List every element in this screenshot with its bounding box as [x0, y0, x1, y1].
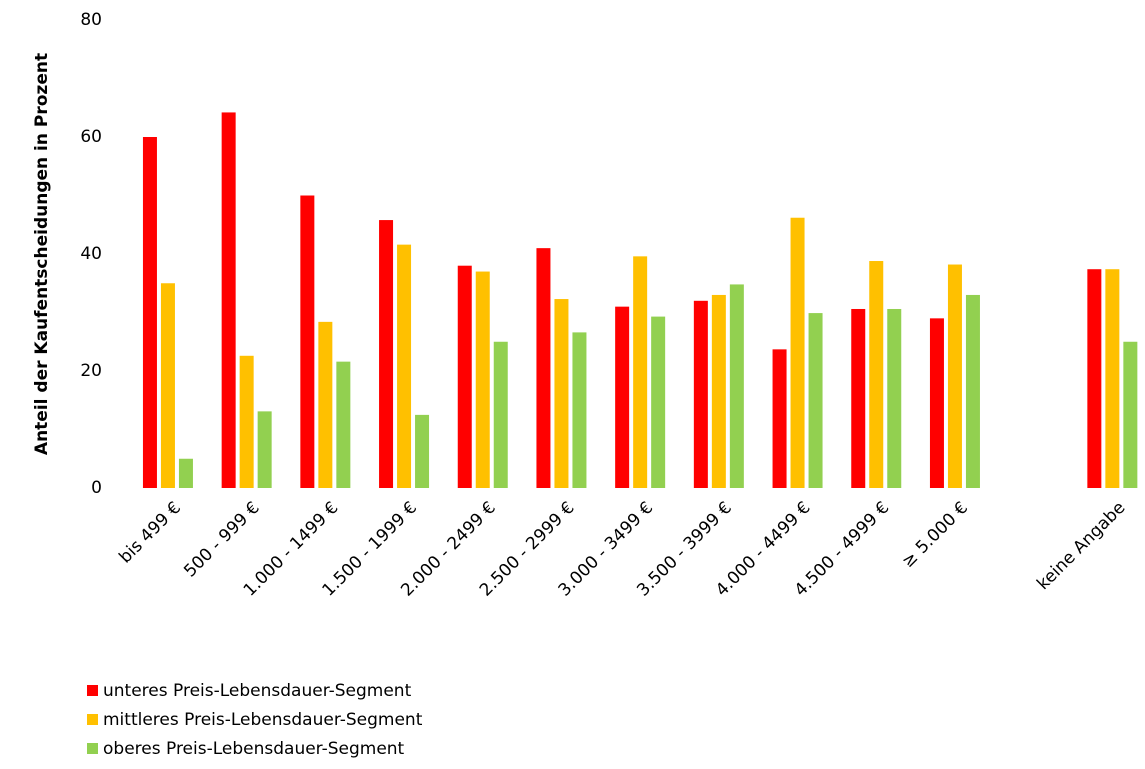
bar: [633, 256, 648, 488]
bar: [397, 244, 412, 488]
bar: [729, 284, 744, 488]
bar: [221, 112, 236, 489]
y-tick-label: 40: [80, 244, 102, 264]
legend-swatch: [87, 685, 98, 696]
x-tick-label: bis 499 €: [115, 498, 185, 568]
bar: [475, 271, 490, 488]
legend-swatch: [87, 743, 98, 754]
bar: [160, 283, 175, 488]
bar: [1087, 269, 1102, 488]
bar: [869, 261, 884, 488]
bar: [711, 294, 726, 488]
bar: [239, 355, 254, 488]
legend-label: oberes Preis-Lebensdauer-Segment: [103, 739, 405, 759]
bar: [887, 308, 902, 488]
bar: [693, 300, 708, 488]
bar: [493, 341, 508, 488]
y-tick-label: 60: [80, 127, 102, 147]
bar: [572, 332, 587, 488]
bar: [178, 458, 193, 488]
legend-label: mittleres Preis-Lebensdauer-Segment: [103, 710, 423, 730]
bar: [457, 265, 472, 488]
bar: [379, 220, 394, 488]
y-axis-label: Anteil der Kaufentscheidungen in Prozent: [32, 53, 52, 455]
bar: [772, 349, 787, 488]
bar: [1123, 341, 1138, 488]
bar: [808, 313, 823, 488]
bar: [554, 299, 569, 488]
bar: [790, 217, 805, 489]
bar: [851, 308, 866, 488]
bar: [257, 411, 272, 488]
bar: [615, 306, 630, 488]
y-tick-label: 80: [80, 10, 102, 30]
bar: [536, 248, 551, 488]
bar: [142, 137, 157, 488]
bar: [336, 361, 351, 488]
bar: [415, 414, 430, 488]
y-tick-label: 20: [80, 361, 102, 381]
bar: [300, 195, 315, 488]
bar: [1105, 269, 1120, 488]
legend-label: unteres Preis-Lebensdauer-Segment: [103, 681, 412, 701]
legend-swatch: [87, 714, 98, 725]
bar: [318, 321, 333, 488]
bar: [965, 294, 980, 488]
x-tick-label: ≥ 5.000 €: [898, 498, 972, 572]
bar: [929, 318, 944, 488]
y-tick-label: 0: [91, 478, 102, 498]
x-tick-label: keine Angabe: [1033, 498, 1129, 594]
x-tick-label: 500 - 999 €: [180, 498, 263, 581]
bar: [947, 264, 962, 488]
bar: [651, 316, 666, 488]
